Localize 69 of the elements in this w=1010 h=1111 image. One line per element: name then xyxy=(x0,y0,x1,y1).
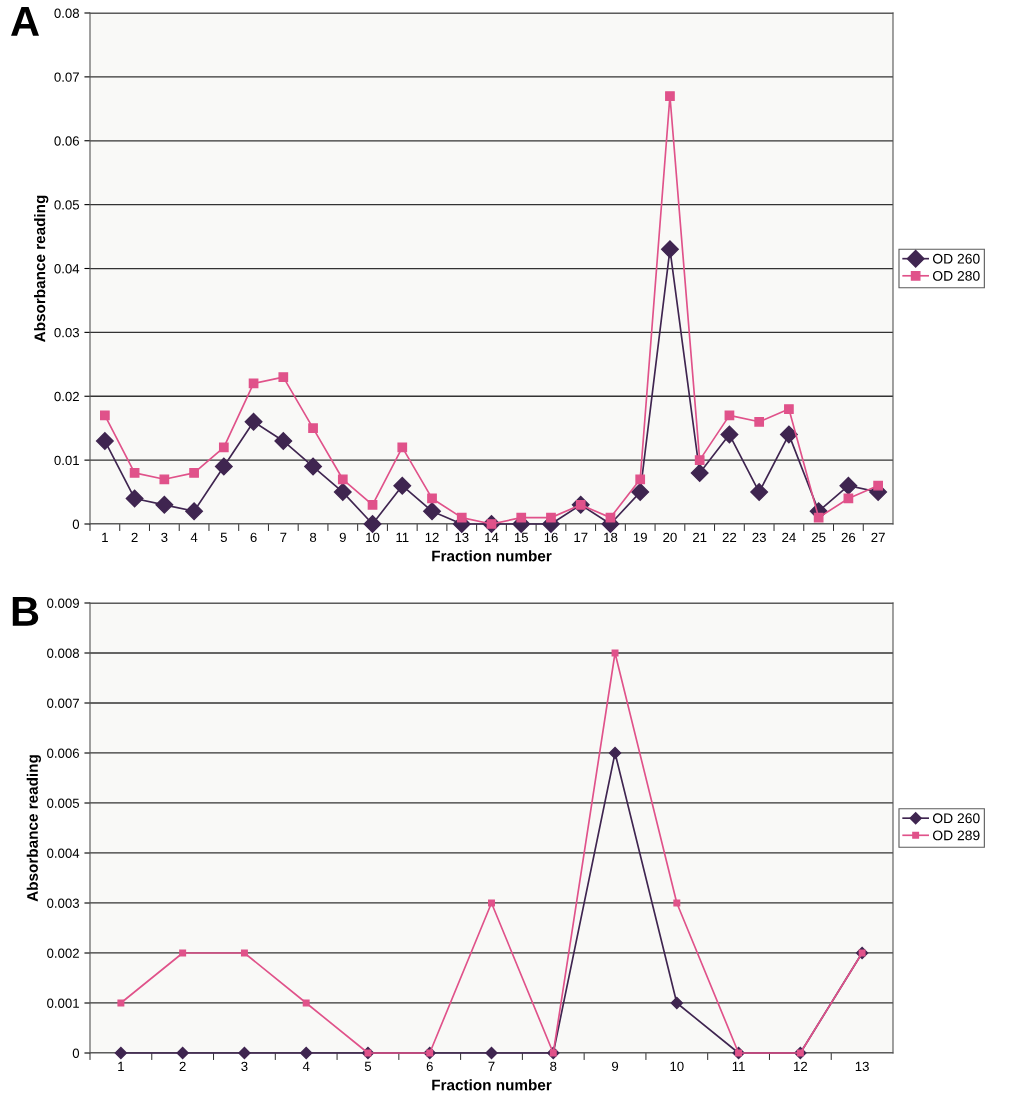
x-tick-label: 11 xyxy=(396,532,409,542)
y-tick-label: 0.05 xyxy=(54,200,80,210)
x-tick-label: 2 xyxy=(131,532,138,542)
x-tick-label: 21 xyxy=(693,532,707,542)
x-tick-label: 12 xyxy=(794,1061,808,1071)
y-tick-label: 0.007 xyxy=(47,698,79,708)
x-tick-label: 8 xyxy=(550,1061,557,1072)
x-tick-label: 10 xyxy=(366,532,380,543)
y-axis-title: Absorbance reading xyxy=(34,195,49,342)
x-tick-label: 10 xyxy=(670,1061,684,1072)
x-tick-label: 14 xyxy=(485,532,499,542)
y-tick-label: 0.002 xyxy=(47,948,79,958)
y-tick-label: 0.004 xyxy=(47,848,80,858)
y-tick-label: 0.08 xyxy=(54,8,80,18)
y-tick-label: 0.008 xyxy=(47,648,80,658)
x-tick-label: 23 xyxy=(752,532,766,543)
y-tick-label: 0.07 xyxy=(54,72,79,82)
chart-title: A xyxy=(11,7,39,36)
y-tick-label: 0.01 xyxy=(54,455,79,466)
x-tick-label: 2 xyxy=(179,1061,186,1071)
x-tick-label: 9 xyxy=(339,532,346,543)
legend-label: OD 280 xyxy=(932,270,980,281)
x-tick-label: 15 xyxy=(514,532,529,543)
x-tick-label: 4 xyxy=(302,1061,310,1071)
y-tick-label: 0.03 xyxy=(54,327,80,338)
y-tick-label: 0.005 xyxy=(47,798,80,808)
x-tick-label: 17 xyxy=(574,532,588,542)
x-tick-label: 22 xyxy=(722,532,737,542)
x-tick-label: 4 xyxy=(190,532,198,542)
x-tick-label: 27 xyxy=(871,532,885,542)
chart-title: B xyxy=(12,597,39,626)
x-tick-label: 1 xyxy=(102,532,108,542)
x-tick-label: 8 xyxy=(309,532,317,543)
x-tick-label: 25 xyxy=(811,532,826,543)
x-tick-label: 3 xyxy=(161,532,168,543)
x-tick-label: 3 xyxy=(241,1061,248,1072)
legend-label: OD 260 xyxy=(932,253,980,264)
x-axis-title: Fraction number xyxy=(432,1079,552,1091)
x-tick-label: 18 xyxy=(604,532,618,543)
y-tick-label: 0 xyxy=(72,519,80,529)
x-tick-label: 13 xyxy=(855,1061,869,1072)
x-tick-label: 11 xyxy=(732,1061,745,1071)
x-tick-label: 5 xyxy=(364,1061,372,1072)
y-axis-title: Absorbance reading xyxy=(26,755,42,902)
legend-label: OD 289 xyxy=(932,830,980,841)
y-tick-label: 0.003 xyxy=(47,898,80,908)
y-tick-label: 0.04 xyxy=(54,264,80,274)
legend-label: OD 260 xyxy=(932,813,980,824)
x-axis-title: Fraction number xyxy=(432,550,552,562)
x-tick-label: 24 xyxy=(782,532,796,542)
x-tick-label: 7 xyxy=(488,1061,495,1071)
x-tick-label: 5 xyxy=(220,532,227,543)
x-tick-label: 12 xyxy=(425,532,439,542)
x-tick-label: 1 xyxy=(118,1061,124,1071)
y-tick-label: 0.009 xyxy=(47,598,79,608)
y-tick-label: 0.02 xyxy=(54,391,79,402)
y-tick-label: 0.006 xyxy=(47,748,80,758)
x-tick-label: 20 xyxy=(663,532,677,543)
y-tick-label: 0 xyxy=(72,1048,80,1058)
x-tick-label: 26 xyxy=(841,532,856,543)
x-tick-label: 6 xyxy=(426,1061,433,1072)
x-tick-label: 6 xyxy=(250,532,257,543)
x-tick-label: 19 xyxy=(633,532,647,543)
x-tick-label: 7 xyxy=(280,532,287,542)
y-tick-label: 0.001 xyxy=(47,998,79,1008)
x-tick-label: 9 xyxy=(611,1061,619,1072)
x-tick-label: 16 xyxy=(544,532,558,543)
y-tick-label: 0.06 xyxy=(54,136,80,146)
x-tick-label: 13 xyxy=(455,532,469,543)
